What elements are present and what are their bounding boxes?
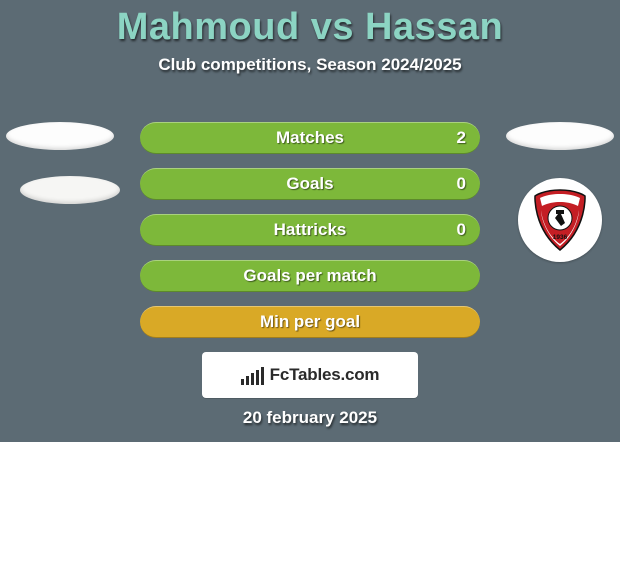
club-left-slot	[20, 176, 120, 204]
stat-label: Goals	[286, 174, 333, 194]
brand-box: FcTables.com	[202, 352, 418, 398]
stat-label: Hattricks	[274, 220, 347, 240]
stat-label: Min per goal	[260, 312, 360, 332]
page-title: Mahmoud vs Hassan	[0, 0, 620, 49]
stat-row: Hattricks 0	[140, 214, 480, 246]
brand-bar	[251, 373, 254, 385]
brand-bars-icon	[241, 365, 264, 385]
brand-text: FcTables.com	[270, 365, 380, 385]
brand-bar	[261, 367, 264, 385]
stat-row: Min per goal	[140, 306, 480, 338]
player-left-slot	[6, 122, 114, 150]
crest-year: 1936	[553, 234, 568, 241]
brand-bar	[256, 370, 259, 385]
stat-label: Matches	[276, 128, 344, 148]
brand-bar	[246, 376, 249, 385]
footer-date: 20 february 2025	[0, 408, 620, 428]
stat-label: Goals per match	[243, 266, 376, 286]
page-subtitle: Club competitions, Season 2024/2025	[0, 55, 620, 75]
player-right-slot	[506, 122, 614, 150]
stat-rows: Matches 2 Goals 0 Hattricks 0 Goals per match M…	[140, 122, 480, 352]
comparison-panel: Mahmoud vs Hassan Club competitions, Sea…	[0, 0, 620, 442]
club-right-badge: 1936	[518, 178, 602, 262]
stat-value: 0	[457, 174, 466, 194]
stat-value: 0	[457, 220, 466, 240]
stat-row: Matches 2	[140, 122, 480, 154]
stat-row: Goals 0	[140, 168, 480, 200]
brand-bar	[241, 379, 244, 385]
stat-value: 2	[457, 128, 466, 148]
stat-row: Goals per match	[140, 260, 480, 292]
club-crest-icon: 1936	[531, 188, 589, 252]
